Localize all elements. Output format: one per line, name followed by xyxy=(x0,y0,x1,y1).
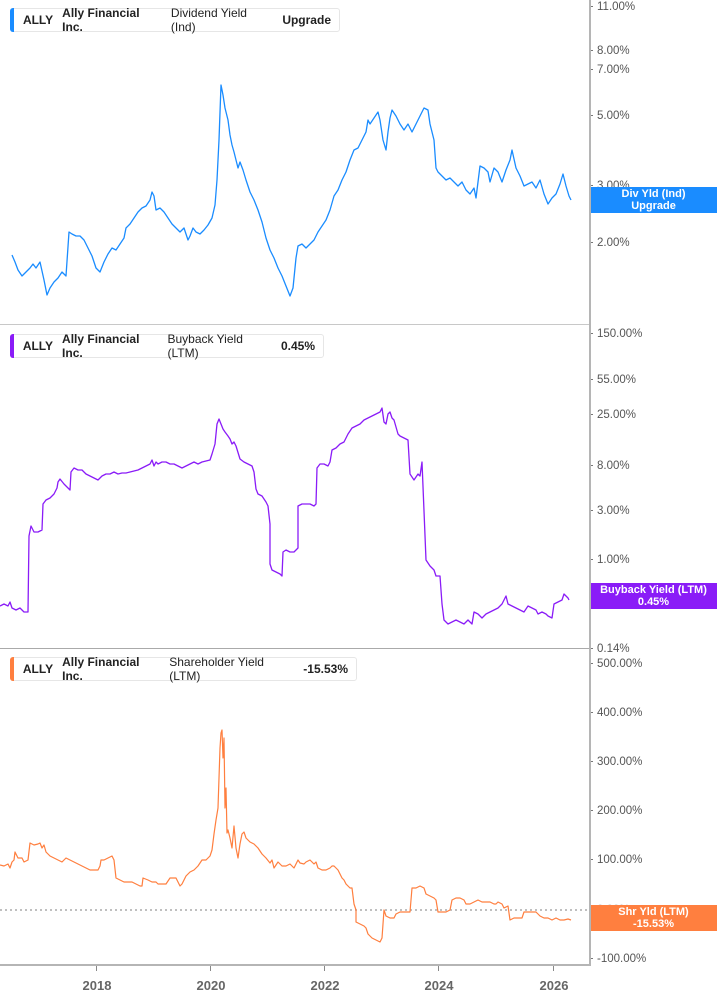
x-tick-mark xyxy=(438,966,439,971)
y-tick: 1.00% xyxy=(590,554,630,566)
panel-divider xyxy=(0,648,589,649)
y-tick: 25.00% xyxy=(589,409,637,421)
x-axis-line xyxy=(0,964,591,966)
legend-company: Ally Financial Inc. xyxy=(62,332,140,360)
legend-value: 0.45% xyxy=(280,339,315,353)
flag-label: Shr Yld (LTM) xyxy=(618,906,689,918)
shareholder-yield-line xyxy=(0,729,589,943)
y-tick: 8.00% xyxy=(590,460,630,472)
buyback-yield-legend[interactable]: ALLY Ally Financial Inc. Buyback Yield (… xyxy=(10,332,324,360)
series-color-swatch xyxy=(10,8,14,32)
series-color-swatch xyxy=(10,657,14,681)
dividend-yield-panel: ALLY Ally Financial Inc. Dividend Yield … xyxy=(0,0,717,324)
legend-ticker: ALLY xyxy=(22,13,54,27)
legend-metric: Buyback Yield (LTM) xyxy=(167,332,243,360)
shareholder-yield-panel: ALLY Ally Financial Inc. Shareholder Yie… xyxy=(0,648,717,965)
x-tick-label: 2018 xyxy=(82,978,112,993)
y-tick: 500.00% xyxy=(589,658,643,670)
y-tick: 55.00% xyxy=(589,374,637,386)
y-tick: 100.00% xyxy=(589,854,643,866)
x-tick-label: 2022 xyxy=(310,978,340,993)
legend-metric: Dividend Yield (Ind) xyxy=(170,6,247,34)
legend-value: -15.53% xyxy=(303,662,348,676)
y-tick: 0.14% xyxy=(590,643,630,655)
y-tick: 2.00% xyxy=(590,237,630,249)
y-tick: 5.00% xyxy=(590,110,630,122)
legend-metric: Shareholder Yield (LTM) xyxy=(169,655,264,683)
flag-value: -15.53% xyxy=(633,918,674,930)
flag-label: Buyback Yield (LTM) xyxy=(600,584,707,596)
y-tick: 300.00% xyxy=(589,756,643,768)
buyback-yield-panel: ALLY Ally Financial Inc. Buyback Yield (… xyxy=(0,324,717,655)
x-tick-mark xyxy=(210,966,211,971)
y-tick: 8.00% xyxy=(590,45,630,57)
buyback-yield-value-flag: Buyback Yield (LTM) 0.45% xyxy=(590,583,717,609)
series-color-swatch xyxy=(10,334,14,358)
flag-value: Upgrade xyxy=(631,200,676,212)
y-tick: 150.00% xyxy=(589,328,643,340)
y-tick: 400.00% xyxy=(589,707,643,719)
y-tick: 200.00% xyxy=(589,805,643,817)
dividend-yield-value-flag: Div Yld (Ind) Upgrade xyxy=(590,187,717,213)
x-tick-mark xyxy=(96,966,97,971)
shareholder-yield-value-flag: Shr Yld (LTM) -15.53% xyxy=(590,905,717,931)
y-tick: 7.00% xyxy=(590,64,630,76)
x-tick-label: 2020 xyxy=(196,978,226,993)
dividend-yield-line xyxy=(11,84,572,297)
panel-divider xyxy=(0,324,589,325)
y-axis-line xyxy=(589,0,591,966)
legend-company: Ally Financial Inc. xyxy=(62,655,140,683)
shareholder-yield-legend[interactable]: ALLY Ally Financial Inc. Shareholder Yie… xyxy=(10,655,357,683)
legend-value[interactable]: Upgrade xyxy=(282,13,331,27)
legend-ticker: ALLY xyxy=(22,339,54,353)
legend-ticker: ALLY xyxy=(22,662,54,676)
y-tick: -100.00% xyxy=(589,953,647,965)
x-tick-mark xyxy=(553,966,554,971)
x-tick-label: 2024 xyxy=(424,978,454,993)
flag-label: Div Yld (Ind) xyxy=(621,188,686,200)
x-tick-mark xyxy=(324,966,325,971)
y-tick: 3.00% xyxy=(590,505,630,517)
x-tick-label: 2026 xyxy=(539,978,569,993)
dividend-yield-legend[interactable]: ALLY Ally Financial Inc. Dividend Yield … xyxy=(10,6,340,34)
flag-value: 0.45% xyxy=(637,596,670,608)
y-tick: 11.00% xyxy=(589,1,636,13)
legend-company: Ally Financial Inc. xyxy=(62,6,140,34)
buyback-yield-line xyxy=(0,407,570,625)
